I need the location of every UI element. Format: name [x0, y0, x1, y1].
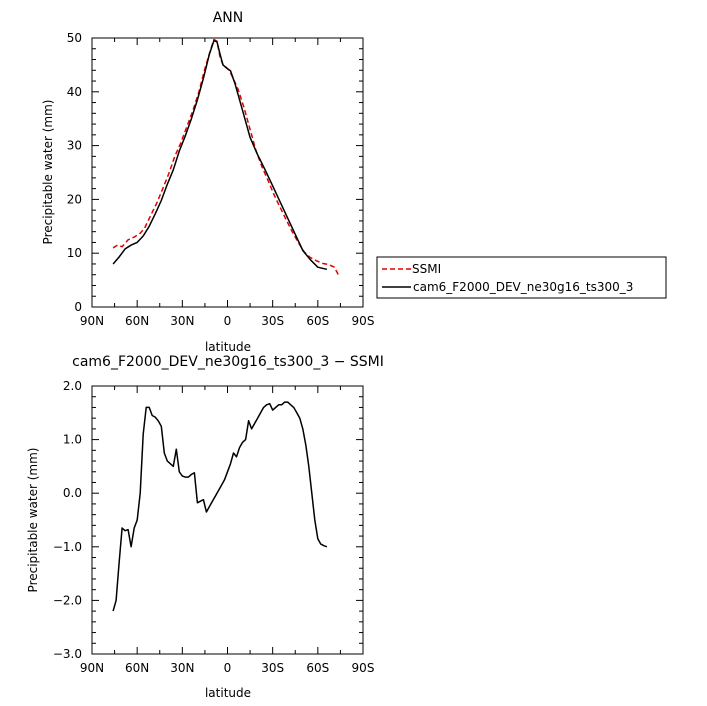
y-tick-label: −3.0	[53, 647, 82, 661]
panel-annual-mean: ANN Precipitable water (mm) latitude 90N…	[41, 10, 667, 354]
x-axis-label: latitude	[205, 686, 251, 700]
y-tick-label: 10	[67, 246, 82, 260]
x-tick-label: 90N	[80, 661, 104, 675]
legend-label-model: cam6_F2000_DEV_ne30g16_ts300_3	[413, 280, 633, 294]
x-tick-label: 90N	[80, 314, 104, 328]
legend: SSMI cam6_F2000_DEV_ne30g16_ts300_3	[376, 256, 667, 299]
y-tick-label: 20	[67, 192, 82, 206]
legend-label-ssmi: SSMI	[412, 262, 441, 276]
x-tick-label: 90S	[352, 314, 375, 328]
x-tick-label: 30N	[170, 661, 194, 675]
y-axis-label: Precipitable water (mm)	[41, 100, 55, 245]
chart-title: cam6_F2000_DEV_ne30g16_ts300_3 − SSMI	[72, 354, 384, 370]
y-axis-label: Precipitable water (mm)	[26, 448, 40, 593]
legend-box	[376, 256, 667, 299]
x-tick-label: 30S	[261, 661, 284, 675]
x-tick-label: 30S	[261, 314, 284, 328]
y-tick-label: 30	[67, 139, 82, 153]
y-tick-label: 0.0	[63, 486, 82, 500]
x-tick-label: 60S	[306, 314, 329, 328]
plot-frame	[91, 385, 364, 655]
x-tick-label: 90S	[352, 661, 375, 675]
y-tick-label: 0	[74, 300, 82, 314]
y-tick-label: −2.0	[53, 593, 82, 607]
x-axis-label: latitude	[205, 340, 251, 354]
plot-frame	[91, 37, 364, 308]
x-tick-label: 0	[224, 661, 232, 675]
axis-ticks: 90N 60N 30N 0 30S 60S 90S −3.0 −2.0 −1.0 0.0 1.0 2.0	[53, 379, 375, 675]
series-line-difference	[112, 401, 328, 612]
series-lines	[112, 38, 340, 277]
y-tick-label: 1.0	[63, 433, 82, 447]
axis-ticks: 90N 60N 30N 0 30S 60S 90S 0 10 20 30 40 50	[67, 31, 375, 328]
series-line-cam6-f2000-dev-ne30g16-ts300-3	[112, 39, 328, 271]
panel-difference: cam6_F2000_DEV_ne30g16_ts300_3 − SSMI Pr…	[26, 354, 384, 700]
x-tick-label: 0	[224, 314, 232, 328]
y-tick-label: 50	[67, 31, 82, 45]
x-tick-label: 60S	[306, 661, 329, 675]
x-tick-label: 60N	[125, 661, 149, 675]
y-tick-label: 40	[67, 85, 82, 99]
x-tick-label: 30N	[170, 314, 194, 328]
series-lines	[112, 401, 328, 612]
chart-title: ANN	[213, 10, 244, 26]
y-tick-label: 2.0	[63, 379, 82, 393]
y-tick-label: −1.0	[53, 540, 82, 554]
series-line-ssmi	[112, 38, 340, 277]
x-tick-label: 60N	[125, 314, 149, 328]
